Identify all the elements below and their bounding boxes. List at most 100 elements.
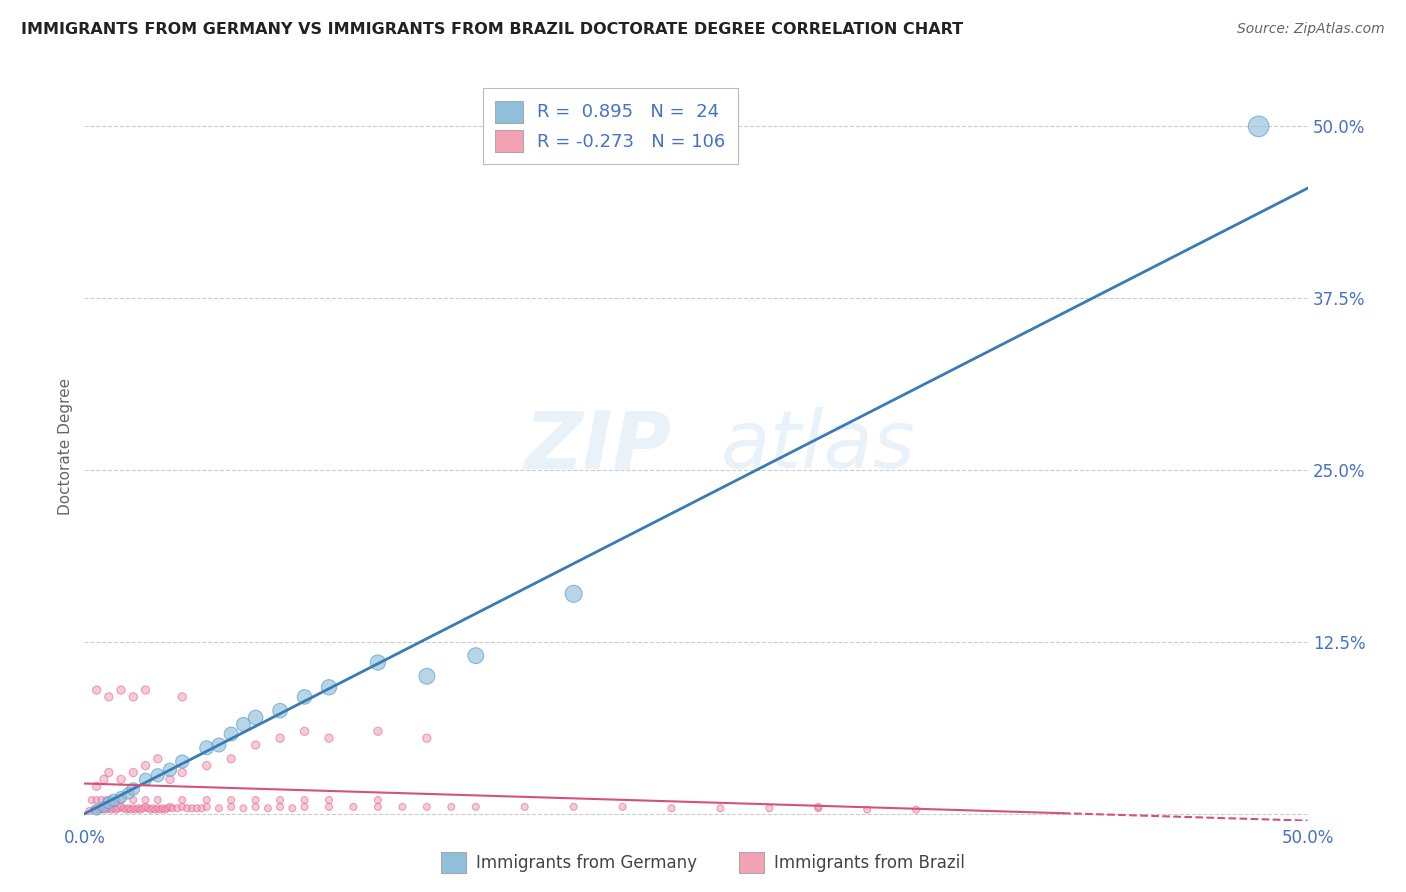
Text: ZIP: ZIP — [524, 407, 672, 485]
Point — [269, 800, 291, 814]
Point — [294, 793, 316, 807]
Point — [294, 690, 316, 704]
Point — [245, 793, 267, 807]
Point — [112, 801, 135, 815]
Point — [513, 800, 536, 814]
Point — [195, 758, 218, 772]
Point — [416, 731, 439, 746]
Point — [107, 801, 129, 815]
Point — [208, 801, 231, 815]
Point — [156, 801, 179, 815]
Point — [181, 801, 204, 815]
Point — [97, 801, 120, 815]
Point — [758, 801, 780, 815]
Point — [232, 717, 254, 731]
Point — [127, 801, 149, 815]
Text: atlas: atlas — [720, 407, 915, 485]
Legend: Immigrants from Germany, Immigrants from Brazil: Immigrants from Germany, Immigrants from… — [434, 846, 972, 880]
Point — [103, 801, 125, 815]
Point — [159, 800, 181, 814]
Point — [318, 680, 340, 694]
Point — [93, 772, 115, 787]
Point — [281, 801, 304, 815]
Point — [110, 683, 132, 698]
Point — [135, 683, 157, 698]
Point — [86, 683, 108, 698]
Point — [464, 800, 486, 814]
Point — [245, 710, 267, 724]
Point — [86, 779, 108, 793]
Point — [166, 801, 188, 815]
Point — [257, 801, 280, 815]
Text: Source: ZipAtlas.com: Source: ZipAtlas.com — [1237, 22, 1385, 37]
Point — [195, 793, 218, 807]
Point — [162, 801, 184, 815]
Point — [93, 801, 115, 815]
Point — [367, 800, 389, 814]
Point — [96, 793, 118, 807]
Point — [464, 648, 486, 663]
Point — [219, 793, 242, 807]
Point — [208, 738, 231, 752]
Point — [191, 801, 214, 815]
Point — [110, 800, 132, 814]
Point — [100, 793, 122, 807]
Point — [105, 793, 128, 807]
Point — [100, 803, 122, 817]
Point — [172, 755, 194, 769]
Point — [149, 803, 172, 817]
Point — [176, 801, 198, 815]
Point — [153, 803, 176, 817]
Point — [103, 793, 125, 807]
Point — [159, 772, 181, 787]
Point — [709, 801, 731, 815]
Point — [90, 793, 112, 807]
Point — [97, 765, 120, 780]
Point — [856, 803, 879, 817]
Point — [367, 724, 389, 739]
Point — [117, 786, 139, 800]
Point — [269, 704, 291, 718]
Point — [135, 800, 157, 814]
Point — [122, 793, 145, 807]
Text: IMMIGRANTS FROM GERMANY VS IMMIGRANTS FROM BRAZIL DOCTORATE DEGREE CORRELATION C: IMMIGRANTS FROM GERMANY VS IMMIGRANTS FR… — [21, 22, 963, 37]
Point — [97, 690, 120, 704]
Point — [172, 800, 194, 814]
Point — [122, 801, 145, 815]
Point — [87, 803, 110, 817]
Point — [245, 738, 267, 752]
Point — [96, 803, 118, 817]
Point — [269, 731, 291, 746]
Point — [905, 803, 928, 817]
Point — [135, 793, 157, 807]
Point — [117, 801, 139, 815]
Point — [152, 801, 174, 815]
Point — [416, 669, 439, 683]
Point — [245, 800, 267, 814]
Point — [86, 793, 108, 807]
Point — [318, 800, 340, 814]
Point — [139, 803, 162, 817]
Point — [129, 803, 152, 817]
Point — [122, 765, 145, 780]
Point — [342, 800, 364, 814]
Point — [86, 803, 108, 817]
Point — [125, 803, 148, 817]
Point — [440, 800, 463, 814]
Point — [83, 803, 105, 817]
Point — [90, 803, 112, 817]
Point — [318, 731, 340, 746]
Point — [186, 801, 208, 815]
Point — [146, 801, 169, 815]
Point — [269, 793, 291, 807]
Point — [367, 656, 389, 670]
Point — [110, 793, 132, 807]
Point — [97, 796, 120, 810]
Point — [416, 800, 439, 814]
Point — [86, 803, 108, 817]
Point — [195, 800, 218, 814]
Point — [122, 690, 145, 704]
Y-axis label: Doctorate Degree: Doctorate Degree — [58, 377, 73, 515]
Point — [172, 765, 194, 780]
Point — [318, 793, 340, 807]
